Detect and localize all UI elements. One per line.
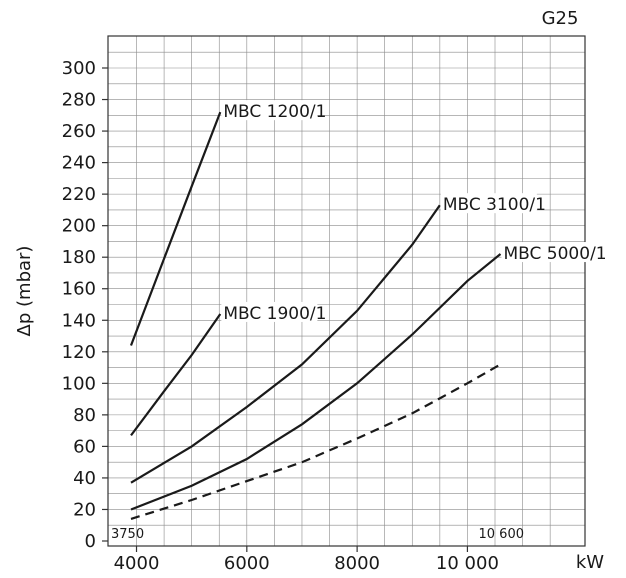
axes: 0 20 40 60 80 100 120 140 160 180 200 220 240 260 280 3… — [62, 58, 499, 574]
x-axis-label: kW — [576, 552, 604, 573]
y-tick-label: 300 — [62, 58, 96, 79]
y-tick-label: 100 — [62, 373, 96, 394]
series-label-background — [221, 301, 318, 322]
chart-title: G25 — [542, 8, 579, 29]
y-tick-label: 240 — [62, 153, 96, 174]
series-label-background — [440, 193, 537, 214]
range-max-annotation: 10 600 — [479, 527, 525, 542]
y-tick-label: 80 — [73, 405, 96, 426]
y-tick-label: 0 — [85, 531, 96, 552]
x-tick-label: 10 000 — [436, 553, 499, 574]
x-tick-label: 8000 — [334, 553, 380, 574]
labels: 3750 10 600 MBC 1200/1 MBC 1900/1 MBC 3100/1… — [111, 100, 607, 542]
y-tick-label: 120 — [62, 342, 96, 363]
series-group — [129, 111, 502, 520]
y-tick-label: 60 — [73, 436, 96, 457]
y-tick-label: 220 — [62, 184, 96, 205]
range-min-annotation: 3750 — [111, 527, 144, 542]
series-label: MBC 5000/1 — [504, 244, 607, 264]
series-mbc-3100-1 — [130, 204, 441, 484]
series-label-background — [501, 242, 598, 263]
y-tick-label: 160 — [62, 279, 96, 300]
y-tick-label: 180 — [62, 247, 96, 268]
series-mbc-1200-1 — [129, 111, 222, 346]
x-tick-label: 4000 — [114, 553, 160, 574]
y-tick-label: 40 — [73, 468, 96, 489]
series-dashed-curve — [130, 363, 502, 520]
series-label-background — [221, 100, 318, 121]
series-mbc-5000-1 — [130, 253, 502, 511]
plot-frame — [107, 35, 586, 547]
y-tick-label: 280 — [62, 90, 96, 111]
series-label: MBC 1200/1 — [223, 102, 326, 122]
series-mbc-1900-1 — [130, 313, 222, 437]
x-tick-label: 6000 — [224, 553, 270, 574]
series-label: MBC 3100/1 — [443, 195, 546, 215]
y-tick-label: 260 — [62, 121, 96, 142]
y-axis-label: Δp (mbar) — [14, 246, 35, 337]
y-tick-label: 20 — [73, 499, 96, 520]
y-tick-label: 140 — [62, 310, 96, 331]
series-label: MBC 1900/1 — [223, 304, 326, 324]
grid — [108, 36, 585, 546]
y-tick-label: 200 — [62, 216, 96, 237]
